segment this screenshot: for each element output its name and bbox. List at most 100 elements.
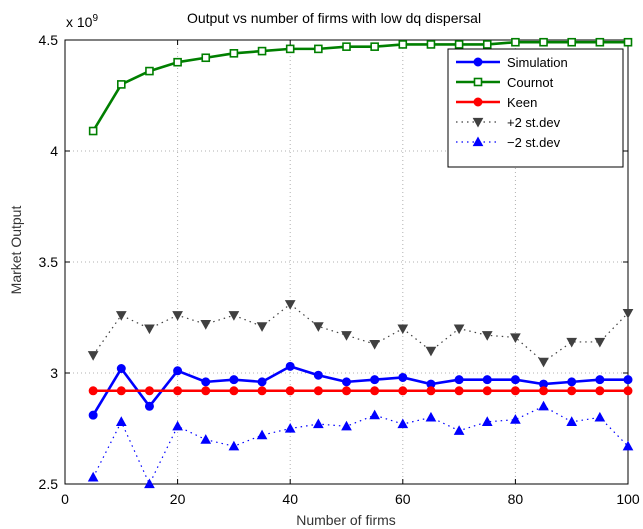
data-point bbox=[397, 324, 409, 335]
data-point bbox=[622, 308, 634, 319]
legend-item: +2 st.dev bbox=[456, 115, 561, 130]
data-point bbox=[370, 42, 379, 51]
y-exponent-label: x 109 bbox=[66, 13, 98, 30]
data-point bbox=[87, 351, 99, 361]
series-layer bbox=[87, 37, 634, 489]
legend-items: Simulation Cournot Keen +2 st.dev −2 st.dev bbox=[456, 55, 568, 150]
data-point bbox=[116, 364, 126, 374]
data-point bbox=[341, 420, 352, 431]
series-4 bbox=[87, 400, 634, 489]
data-point bbox=[229, 49, 239, 58]
y-tick-label: 3.5 bbox=[39, 254, 59, 270]
data-point bbox=[454, 386, 464, 396]
series-1 bbox=[88, 37, 633, 136]
data-point bbox=[370, 386, 380, 396]
data-point bbox=[482, 375, 492, 385]
data-point bbox=[567, 377, 577, 387]
data-point bbox=[426, 386, 436, 396]
data-point bbox=[397, 418, 409, 429]
data-point bbox=[285, 386, 295, 396]
data-point bbox=[567, 386, 577, 396]
ticks-layer: 0 20 40 60 80 100 2.5 3 3.5 4 4.5 bbox=[39, 32, 640, 507]
data-point bbox=[88, 410, 98, 420]
x-tick-label: 80 bbox=[508, 491, 524, 507]
x-tick-label: 20 bbox=[170, 491, 186, 507]
data-point bbox=[173, 57, 182, 67]
legend-label: −2 st.dev bbox=[507, 135, 561, 150]
data-point bbox=[426, 40, 436, 49]
data-point bbox=[342, 377, 351, 387]
data-point bbox=[369, 409, 380, 420]
data-point bbox=[172, 311, 183, 321]
data-point bbox=[510, 333, 521, 344]
data-point bbox=[622, 440, 634, 451]
legend: Simulation Cournot Keen +2 st.dev −2 st.dev bbox=[447, 48, 624, 168]
data-point bbox=[145, 66, 154, 76]
legend-marker bbox=[472, 136, 484, 147]
data-point bbox=[313, 418, 324, 429]
data-point bbox=[173, 366, 183, 376]
data-point bbox=[538, 400, 549, 411]
data-point bbox=[87, 471, 99, 482]
legend-label: Keen bbox=[507, 95, 537, 110]
data-point bbox=[229, 375, 239, 385]
data-point bbox=[481, 416, 493, 426]
data-point bbox=[257, 386, 267, 396]
data-point bbox=[144, 401, 154, 411]
x-axis-title: Number of firms bbox=[296, 512, 396, 528]
data-point bbox=[201, 377, 211, 387]
legend-label: Cournot bbox=[507, 75, 554, 90]
data-point bbox=[200, 434, 212, 444]
series-line bbox=[92, 40, 628, 132]
data-point bbox=[341, 331, 352, 341]
series-line bbox=[92, 365, 628, 416]
data-point bbox=[285, 44, 295, 54]
data-point bbox=[510, 386, 520, 396]
data-point bbox=[370, 375, 380, 385]
data-point bbox=[398, 372, 408, 382]
data-point bbox=[623, 386, 633, 396]
data-point bbox=[453, 425, 465, 435]
data-point bbox=[172, 420, 183, 431]
x-tick-label: 100 bbox=[616, 491, 640, 507]
data-point bbox=[454, 375, 464, 385]
y-tick-label: 2.5 bbox=[39, 476, 59, 492]
data-point bbox=[284, 300, 296, 310]
data-point bbox=[256, 429, 268, 440]
legend-item: −2 st.dev bbox=[456, 135, 561, 150]
data-point bbox=[369, 340, 380, 350]
legend-box bbox=[447, 48, 624, 168]
series-2 bbox=[88, 386, 633, 396]
data-point bbox=[228, 440, 240, 451]
data-point bbox=[115, 416, 127, 426]
x-tick-label: 60 bbox=[395, 491, 411, 507]
legend-label: Simulation bbox=[507, 55, 568, 70]
data-point bbox=[595, 37, 605, 47]
data-point bbox=[623, 375, 633, 385]
x-tick-label: 40 bbox=[282, 491, 298, 507]
chart-title: Output vs number of firms with low dq di… bbox=[187, 10, 481, 26]
data-point bbox=[116, 386, 126, 396]
data-point bbox=[200, 320, 212, 330]
data-point bbox=[201, 386, 211, 396]
data-point bbox=[173, 386, 183, 396]
legend-item: Simulation bbox=[456, 55, 568, 70]
data-point bbox=[595, 386, 605, 396]
data-point bbox=[144, 386, 154, 396]
data-point bbox=[511, 37, 520, 47]
data-point bbox=[566, 416, 578, 426]
data-point bbox=[539, 37, 548, 47]
data-point bbox=[595, 375, 605, 385]
legend-marker bbox=[473, 57, 483, 67]
legend-label: +2 st.dev bbox=[507, 115, 561, 130]
data-point bbox=[481, 331, 493, 341]
data-point bbox=[567, 37, 577, 47]
data-point bbox=[594, 337, 606, 348]
data-point bbox=[623, 37, 633, 47]
y-tick-label: 4 bbox=[50, 143, 58, 159]
data-point bbox=[566, 337, 578, 348]
data-point bbox=[594, 411, 606, 422]
data-point bbox=[482, 386, 492, 396]
data-point bbox=[510, 375, 520, 385]
